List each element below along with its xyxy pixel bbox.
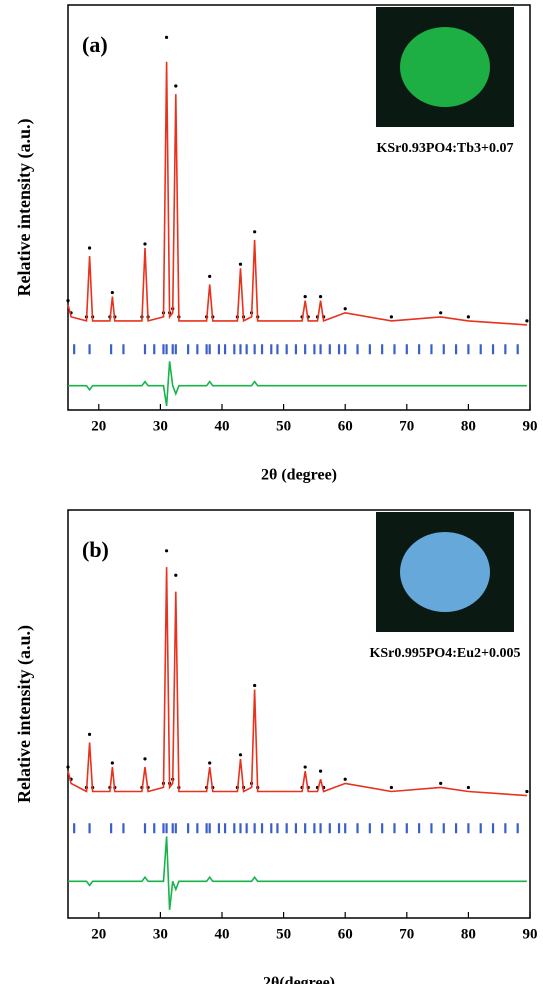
x-tick-label: 80 <box>461 418 476 434</box>
x-tick-label: 80 <box>461 926 476 942</box>
observed-point <box>525 789 529 794</box>
observed-point <box>87 246 92 250</box>
observed-point <box>253 683 257 688</box>
observed-point <box>343 777 347 781</box>
inset-label: KSr0.995PO4:Eu2+0.005 <box>369 646 520 661</box>
x-tick-label: 20 <box>91 418 106 434</box>
observed-point <box>253 230 257 234</box>
observed-point <box>439 781 443 785</box>
panel-label: (b) <box>82 537 109 562</box>
x-axis-label: 2θ (degree) <box>261 467 337 484</box>
x-tick-label: 40 <box>215 418 230 434</box>
observed-point <box>343 307 347 311</box>
observed-point <box>303 295 307 299</box>
x-tick-label: 70 <box>399 926 414 942</box>
plot-frame <box>67 509 531 919</box>
observed-point <box>143 757 147 761</box>
observed-point <box>238 262 243 266</box>
observed-point <box>87 732 92 737</box>
x-axis-label: 2θ(degree) <box>263 975 335 984</box>
x-tick-label: 60 <box>338 926 353 942</box>
observed-point <box>238 753 243 757</box>
x-tick-label: 60 <box>338 418 353 434</box>
observed-point <box>208 274 212 278</box>
calculated-line <box>67 567 527 797</box>
x-tick-label: 50 <box>276 926 291 942</box>
observed-point <box>174 573 178 577</box>
observed-point <box>66 299 70 303</box>
observed-point <box>318 769 323 773</box>
observed-point <box>110 290 114 295</box>
x-tick-label: 70 <box>399 418 414 434</box>
x-tick-label: 30 <box>153 418 168 434</box>
observed-point <box>174 84 178 88</box>
plot-frame <box>67 4 531 411</box>
observed-point <box>466 785 470 790</box>
observed-point <box>389 315 393 319</box>
calculated-line <box>67 61 527 326</box>
x-tick-label: 20 <box>91 926 106 942</box>
y-axis-label: Relative intensity (a.u.) <box>14 119 35 297</box>
observed-point <box>303 765 307 769</box>
observed-point <box>143 242 147 246</box>
x-tick-label: 90 <box>523 418 538 434</box>
observed-point <box>110 761 114 765</box>
x-tick-label: 40 <box>215 926 230 942</box>
observed-point <box>439 311 443 315</box>
observed-point <box>208 761 212 765</box>
inset-glow <box>400 532 490 612</box>
inset-label: KSr0.93PO4:Tb3+0.07 <box>376 141 513 156</box>
observed-point <box>318 295 323 299</box>
x-tick-label: 50 <box>276 418 291 434</box>
difference-line <box>68 836 527 910</box>
x-tick-label: 90 <box>523 926 538 942</box>
observed-point <box>525 319 529 323</box>
observed-point <box>164 549 169 553</box>
panel-label: (a) <box>82 32 108 57</box>
observed-point <box>164 35 169 40</box>
difference-line <box>68 361 527 407</box>
observed-point <box>466 315 470 319</box>
inset-glow <box>400 27 490 107</box>
observed-point <box>389 785 393 790</box>
x-tick-label: 30 <box>153 926 168 942</box>
observed-point <box>66 765 70 769</box>
y-axis-label: Relative intensity (a.u.) <box>14 625 35 803</box>
